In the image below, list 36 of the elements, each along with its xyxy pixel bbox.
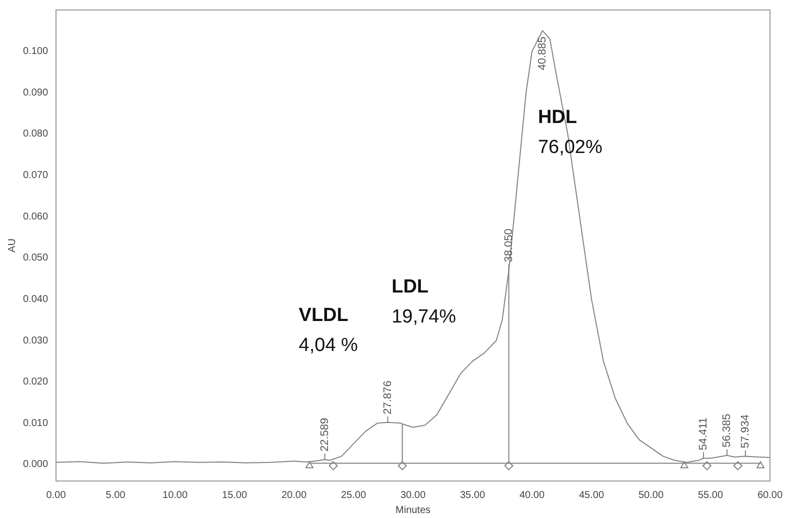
annotation: VLDL 4,04 % — [298, 304, 358, 356]
x-tick-label: 35.00 — [460, 490, 486, 501]
y-tick-label: 0.080 — [22, 128, 48, 140]
y-tick-label: 0.020 — [22, 376, 48, 388]
x-tick-label: 40.00 — [519, 490, 545, 501]
y-tick-label: 0.030 — [22, 335, 48, 346]
annotation: 56.385 — [721, 414, 734, 448]
y-tick-label: 0.000 — [22, 459, 48, 470]
x-tick-label: 10.00 — [162, 490, 188, 501]
x-tick-label: 55.00 — [698, 490, 724, 501]
annotation: 27.876 — [382, 380, 394, 414]
x-tick-label: 60.00 — [757, 490, 783, 501]
x-tick-label: 15.00 — [222, 490, 248, 501]
x-axis-title: Minutes — [396, 504, 431, 516]
y-tick-label: 0.010 — [22, 418, 48, 429]
annotation: 38.050 — [502, 228, 515, 262]
y-tick-label: 0.100 — [22, 46, 48, 58]
x-tick-label: 25.00 — [341, 490, 366, 501]
y-tick-label: 0.060 — [22, 211, 48, 222]
annotation: 54.411 — [698, 417, 710, 450]
y-tick-label: 0.050 — [22, 252, 48, 264]
y-tick-label: 0.090 — [22, 87, 48, 98]
y-tick-label: 0.040 — [22, 294, 48, 305]
annotation: 40.885 — [536, 36, 549, 70]
x-tick-label: 5.00 — [106, 490, 126, 501]
x-tick-label: 20.00 — [282, 490, 307, 501]
x-tick-label: 30.00 — [400, 490, 426, 501]
y-axis-title: AU — [6, 238, 18, 252]
annotation: HDL 76,02% — [538, 107, 603, 158]
annotation: 57.934 — [739, 414, 752, 448]
annotation: 22.589 — [318, 418, 331, 452]
y-tick-label: 0.070 — [22, 170, 48, 182]
annotation: LDL 19,74% — [392, 276, 456, 328]
x-tick-label: 45.00 — [578, 490, 604, 501]
x-tick-label: 50.00 — [638, 490, 664, 501]
x-tick-label: 0.00 — [46, 490, 66, 501]
